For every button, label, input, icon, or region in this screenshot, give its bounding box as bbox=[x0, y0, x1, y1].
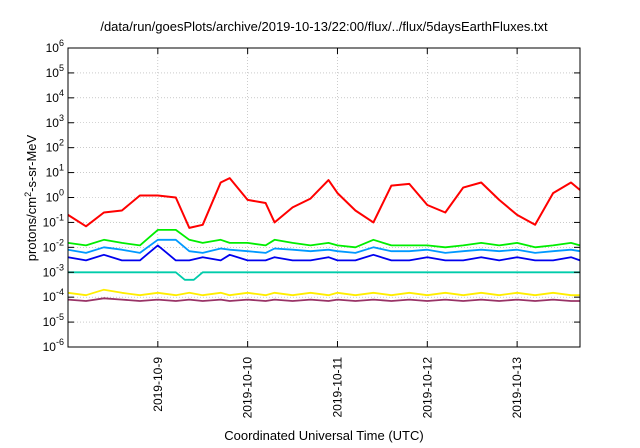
chart-title: /data/run/goesPlots/archive/2019-10-13/2… bbox=[100, 19, 548, 34]
y-tick-label-base: 10 bbox=[46, 91, 60, 105]
series-line bbox=[67, 297, 580, 302]
x-axis: 2019-10-9 2019-10-10 2019-10-11 2019-10-12 2… bbox=[151, 48, 524, 418]
y-tick-label: 106 bbox=[46, 38, 64, 55]
grid bbox=[68, 48, 580, 347]
y-tick-label-exponent: 4 bbox=[59, 88, 64, 98]
x-tick-label: 2019-10-11 bbox=[330, 357, 344, 418]
y-tick-label-base: 10 bbox=[43, 240, 57, 254]
series-line bbox=[67, 238, 581, 254]
series-line bbox=[67, 244, 581, 262]
y-tick-label-exponent: 1 bbox=[59, 163, 64, 173]
y-tick-label: 103 bbox=[46, 113, 64, 130]
series-line bbox=[67, 177, 581, 229]
y-axis-label-unit: -s-sr-MeV bbox=[24, 134, 39, 191]
y-axis-label-base: protons/cm bbox=[24, 197, 39, 261]
y-tick-label-base: 10 bbox=[43, 315, 57, 329]
y-tick-label: 102 bbox=[46, 138, 64, 155]
y-tick-label-base: 10 bbox=[46, 191, 60, 205]
x-tick-label: 2019-10-9 bbox=[151, 357, 165, 412]
series-group bbox=[67, 177, 581, 302]
y-axis-label-superscript: 2 bbox=[23, 192, 33, 197]
y-tick-label-exponent: 3 bbox=[59, 113, 64, 123]
series-line bbox=[68, 271, 580, 281]
y-tick-label-base: 10 bbox=[46, 66, 60, 80]
y-tick-label-base: 10 bbox=[43, 340, 57, 354]
x-axis-label: Coordinated Universal Time (UTC) bbox=[224, 428, 423, 443]
y-tick-label-base: 10 bbox=[46, 116, 60, 130]
y-tick-label: 100 bbox=[46, 188, 64, 205]
y-tick-label-base: 10 bbox=[46, 166, 60, 180]
y-tick-label-exponent: -3 bbox=[56, 262, 64, 272]
y-tick-label-base: 10 bbox=[43, 290, 57, 304]
y-tick-label-exponent: 5 bbox=[59, 63, 64, 73]
x-tick-label: 2019-10-10 bbox=[241, 357, 255, 419]
y-tick-label-exponent: -6 bbox=[56, 337, 64, 347]
y-tick-label-exponent: -5 bbox=[56, 312, 64, 322]
y-tick-label-base: 10 bbox=[43, 215, 57, 229]
y-tick-label-exponent: -4 bbox=[56, 287, 64, 297]
y-tick-label: 10-5 bbox=[43, 312, 64, 329]
y-tick-label: 101 bbox=[46, 163, 64, 180]
series-line bbox=[67, 288, 580, 297]
y-tick-label: 105 bbox=[46, 63, 64, 80]
x-tick-label: 2019-10-13 bbox=[510, 357, 524, 419]
y-tick-label-exponent: -2 bbox=[56, 237, 64, 247]
y-tick-label: 10-4 bbox=[43, 287, 64, 304]
y-axis: 10-610-510-410-310-210-11001011021031041… bbox=[43, 38, 580, 354]
y-tick-label-exponent: 0 bbox=[59, 188, 64, 198]
y-tick-label: 104 bbox=[46, 88, 64, 105]
y-axis-label: protons/cm2-s-sr-MeV bbox=[23, 134, 39, 261]
y-tick-label-base: 10 bbox=[46, 41, 60, 55]
y-tick-label-exponent: 2 bbox=[59, 138, 64, 148]
y-tick-label-exponent: -1 bbox=[56, 212, 64, 222]
y-tick-label: 10-3 bbox=[43, 262, 64, 279]
series-line bbox=[67, 228, 581, 249]
y-tick-label-base: 10 bbox=[43, 265, 57, 279]
y-tick-label: 10-1 bbox=[43, 212, 64, 229]
x-tick-label: 2019-10-12 bbox=[420, 357, 434, 419]
y-tick-label-exponent: 6 bbox=[59, 38, 64, 48]
y-tick-label: 10-2 bbox=[43, 237, 64, 254]
y-tick-label-base: 10 bbox=[46, 141, 60, 155]
y-tick-label: 10-6 bbox=[43, 337, 64, 354]
